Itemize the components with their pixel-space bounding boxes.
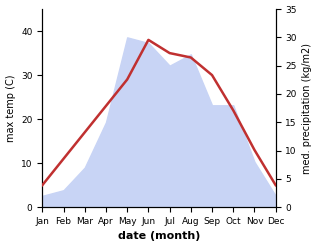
X-axis label: date (month): date (month) — [118, 231, 200, 242]
Y-axis label: max temp (C): max temp (C) — [5, 74, 16, 142]
Y-axis label: med. precipitation (kg/m2): med. precipitation (kg/m2) — [302, 43, 313, 174]
